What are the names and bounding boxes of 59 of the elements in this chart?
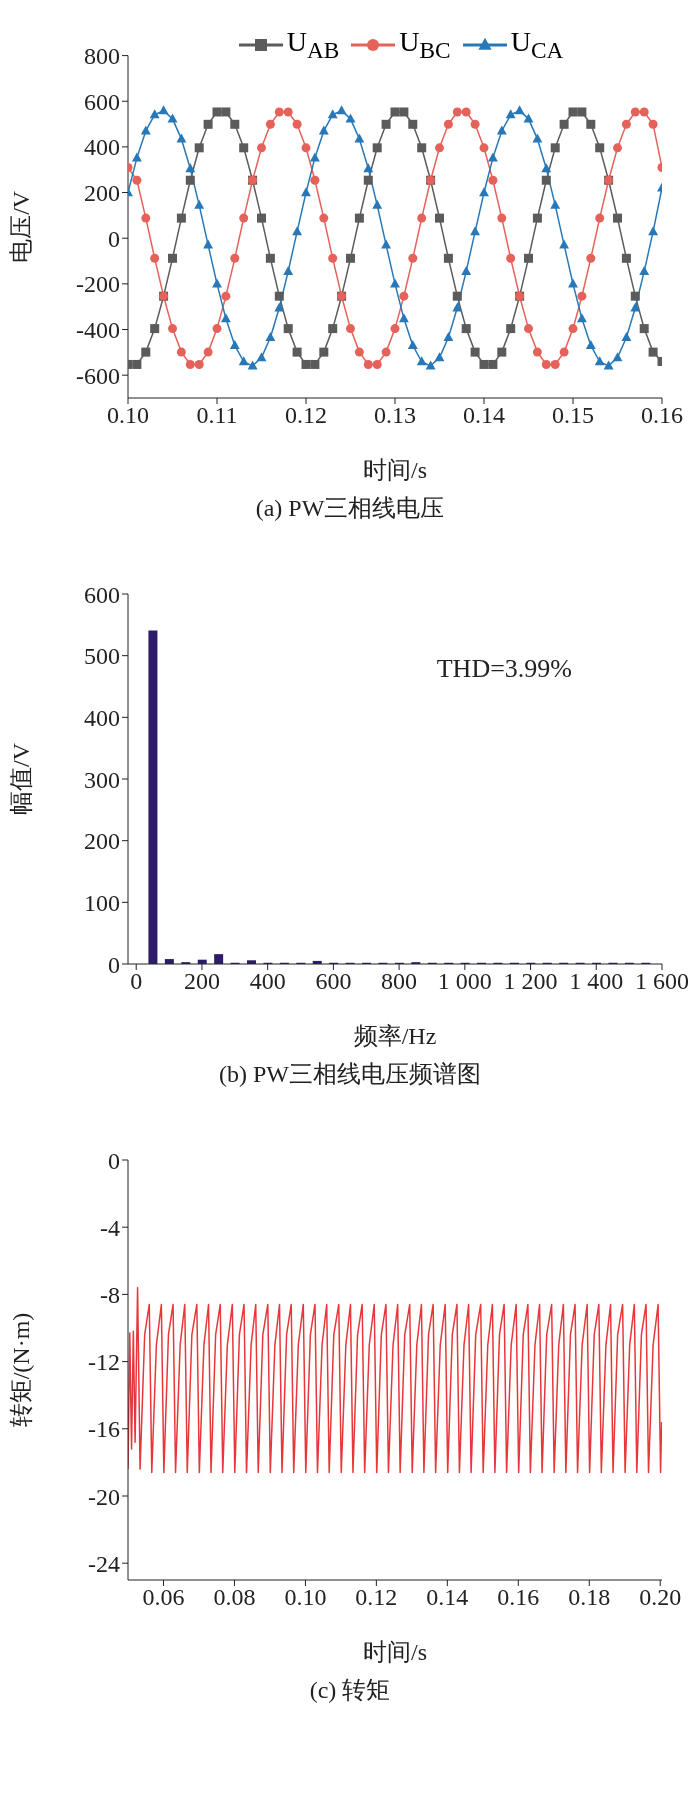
x-tick-label: 0.08: [213, 1584, 256, 1611]
x-tick-label: 0.16: [641, 402, 683, 429]
y-tick-label: -200: [76, 271, 120, 298]
x-tick-label: 0.14: [426, 1584, 469, 1611]
y-tick-label: -600: [76, 362, 120, 389]
y-tick-label: -4: [100, 1214, 120, 1241]
x-tick-label: 0.18: [568, 1584, 611, 1611]
y-tick-label: 0: [108, 951, 120, 978]
y-tick-label: 0: [108, 225, 120, 252]
y-tick-label: -400: [76, 317, 120, 344]
x-tick-label: 0.10: [107, 402, 149, 429]
text: (a) PW三相线电压: [254, 494, 446, 523]
x-tick-label: 0.11: [196, 402, 238, 429]
y-tick-label: 400: [84, 704, 120, 731]
y-tick-label: 500: [84, 643, 120, 670]
x-tick-label: 1 600: [635, 968, 689, 995]
x-tick-label: 600: [315, 968, 352, 995]
x-tick-label: 200: [183, 968, 220, 995]
y-axis-title: 电压/V: [7, 190, 34, 263]
x-axis-title: 时间/s: [362, 1639, 428, 1665]
y-tick-label: -16: [88, 1416, 120, 1443]
x-tick-label: 1 200: [503, 968, 558, 995]
y-tick-label: 100: [84, 889, 120, 916]
y-tick-label: 300: [84, 766, 120, 793]
x-axis-title: 频率/Hz: [353, 1023, 437, 1049]
y-axis-title: 转矩/(N·m): [7, 1312, 34, 1428]
y-tick-label: -8: [100, 1281, 120, 1308]
y-tick-label: 800: [84, 43, 120, 70]
y-tick-label: 200: [84, 828, 120, 855]
y-tick-label: 400: [84, 134, 120, 161]
y-tick-label: -12: [88, 1349, 120, 1376]
text: (b) PW三相线电压频谱图: [218, 1060, 482, 1089]
y-tick-label: -24: [88, 1550, 120, 1577]
y-axis-title: 幅值/V: [7, 742, 34, 815]
y-tick-label: 600: [84, 88, 120, 115]
x-tick-label: 1 400: [569, 968, 624, 995]
x-tick-label: 0.14: [463, 402, 505, 429]
x-tick-label: 0: [130, 968, 143, 995]
x-tick-label: 800: [381, 968, 418, 995]
annotation: THD=3.99%: [436, 654, 572, 684]
x-tick-label: 0.10: [284, 1584, 327, 1611]
x-tick-label: 0.13: [374, 402, 416, 429]
x-tick-label: 0.12: [355, 1584, 398, 1611]
x-tick-label: 1 000: [437, 968, 492, 995]
x-tick-label: 0.06: [142, 1584, 185, 1611]
legend-label: U$_{BC}$: [399, 26, 451, 64]
x-tick-label: 400: [249, 968, 286, 995]
x-tick-label: 0.15: [552, 402, 594, 429]
x-axis-title: 时间/s: [362, 457, 428, 483]
y-tick-label: 600: [84, 581, 120, 608]
legend-label: U$_{CA}$: [510, 26, 564, 64]
y-tick-label: 200: [84, 180, 120, 207]
x-tick-label: 0.12: [285, 402, 327, 429]
x-tick-label: 0.20: [639, 1584, 682, 1611]
x-tick-label: 0.16: [497, 1584, 540, 1611]
text: (c) 转矩: [308, 1676, 392, 1705]
y-tick-label: 0: [108, 1147, 120, 1174]
legend-label: U$_{AB}$: [286, 26, 340, 64]
y-tick-label: -20: [88, 1483, 120, 1510]
